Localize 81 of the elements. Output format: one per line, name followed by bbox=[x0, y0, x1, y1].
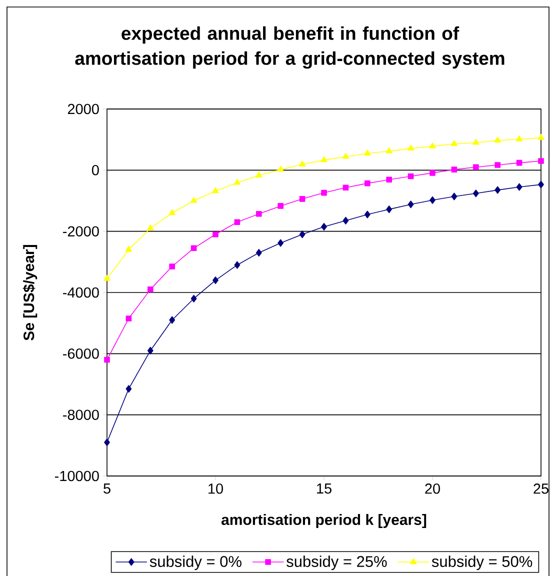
point bbox=[516, 160, 522, 166]
x-tick-label: 5 bbox=[104, 484, 110, 494]
point bbox=[104, 438, 110, 446]
point bbox=[342, 184, 349, 190]
y-tick-label: -2000 bbox=[63, 226, 99, 236]
point bbox=[234, 178, 241, 185]
point bbox=[473, 164, 479, 170]
point bbox=[407, 144, 414, 151]
point bbox=[256, 248, 262, 257]
point bbox=[104, 356, 110, 363]
y-axis-title: Se [US$/year] bbox=[22, 245, 38, 340]
y-tick-label: 0 bbox=[92, 165, 99, 176]
point bbox=[190, 294, 197, 302]
point bbox=[190, 245, 197, 252]
point bbox=[277, 166, 284, 172]
x-tick-label: 20 bbox=[425, 484, 440, 494]
point bbox=[278, 203, 284, 209]
point bbox=[212, 231, 218, 238]
point bbox=[299, 196, 306, 202]
point bbox=[190, 196, 198, 203]
x-axis-title: amortisation period k [years] bbox=[221, 514, 426, 528]
x-tick-label: 25 bbox=[534, 484, 548, 494]
point bbox=[516, 183, 522, 191]
point bbox=[494, 186, 501, 194]
point bbox=[148, 286, 154, 292]
legend-label: subsidy = 50% bbox=[432, 556, 532, 570]
point bbox=[451, 166, 458, 172]
point bbox=[147, 224, 154, 230]
point bbox=[364, 210, 370, 218]
point bbox=[234, 261, 240, 269]
y-tick-label: -10000 bbox=[54, 470, 99, 482]
point bbox=[538, 134, 544, 140]
point bbox=[472, 190, 479, 198]
point bbox=[430, 196, 436, 204]
point bbox=[320, 156, 328, 162]
legend-label: subsidy = 25% bbox=[286, 556, 387, 570]
y-tick-label: -8000 bbox=[63, 410, 99, 420]
point bbox=[516, 135, 523, 142]
point bbox=[408, 173, 414, 180]
point bbox=[451, 192, 458, 200]
point bbox=[169, 264, 175, 270]
x-tick-label: 15 bbox=[317, 484, 332, 494]
point bbox=[298, 160, 306, 166]
point bbox=[126, 316, 132, 322]
point bbox=[321, 222, 327, 231]
point bbox=[256, 211, 262, 217]
point bbox=[147, 346, 154, 354]
point bbox=[386, 176, 392, 183]
point bbox=[168, 209, 176, 216]
point bbox=[472, 138, 480, 145]
point bbox=[169, 316, 176, 324]
point bbox=[494, 162, 500, 168]
point bbox=[538, 158, 544, 164]
point bbox=[126, 385, 132, 393]
point bbox=[386, 206, 392, 214]
point bbox=[125, 246, 132, 252]
point bbox=[450, 140, 458, 146]
x-tick-label: 10 bbox=[208, 484, 223, 494]
point bbox=[430, 170, 436, 176]
y-tick-label: -4000 bbox=[63, 287, 99, 298]
point bbox=[429, 142, 436, 148]
point bbox=[278, 239, 284, 247]
point bbox=[494, 136, 501, 143]
chart-title: expected annual benefit in function of amortisation period for a grid-connected system bbox=[75, 26, 504, 69]
point bbox=[364, 150, 371, 156]
point bbox=[256, 172, 262, 178]
point bbox=[104, 274, 110, 281]
point bbox=[299, 230, 306, 238]
point bbox=[234, 219, 240, 226]
legend-label: subsidy = 0% bbox=[150, 556, 242, 570]
point bbox=[386, 147, 392, 154]
point bbox=[212, 276, 218, 284]
point bbox=[538, 180, 544, 188]
point bbox=[408, 200, 414, 208]
point bbox=[364, 180, 370, 186]
point bbox=[342, 152, 350, 159]
point bbox=[321, 190, 327, 196]
point bbox=[342, 216, 349, 224]
y-tick-label: -6000 bbox=[63, 348, 99, 359]
point bbox=[212, 187, 219, 194]
y-tick-label: 2000 bbox=[68, 104, 99, 114]
